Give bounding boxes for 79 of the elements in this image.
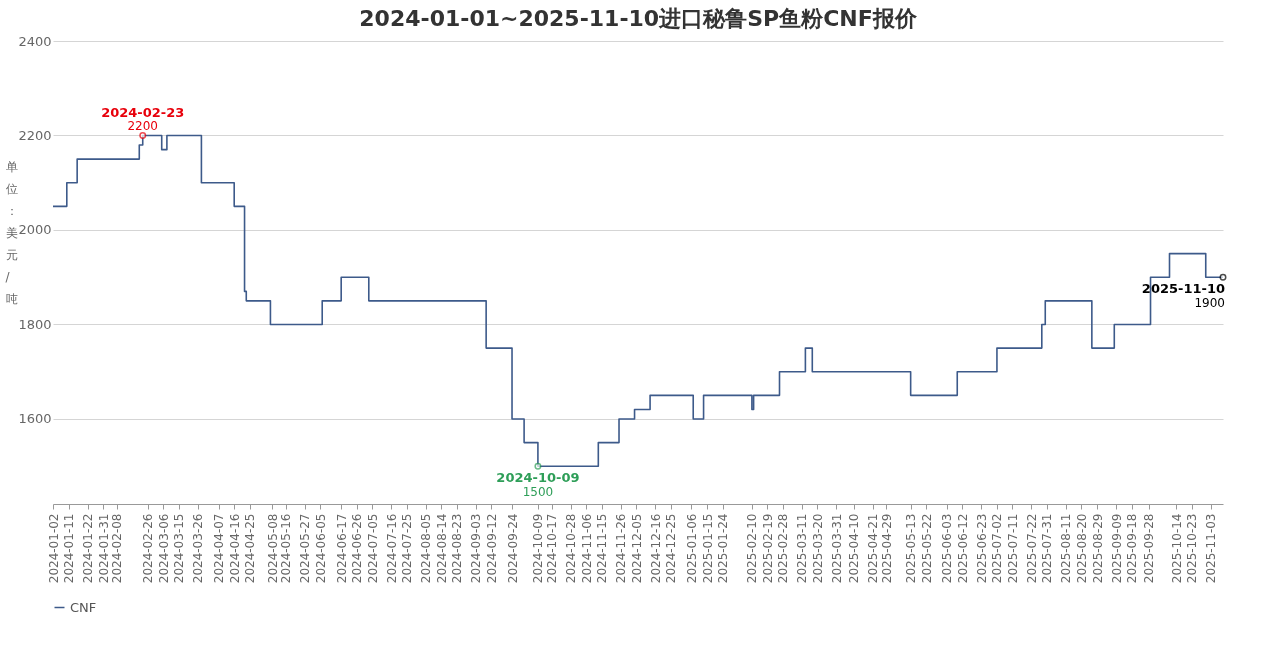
x-tick-label: 2025-10-23 — [1185, 513, 1200, 584]
x-tick-label: 2025-07-02 — [990, 513, 1005, 584]
chart-title: 2024-01-01~2025-11-10进口秘鲁SP鱼粉CNF报价 — [359, 6, 918, 31]
x-tick-label: 2025-06-12 — [955, 513, 970, 584]
x-tick-label: 2024-09-03 — [469, 513, 484, 584]
x-tick-label: 2024-08-14 — [434, 513, 449, 584]
x-tick-label: 2025-02-19 — [760, 513, 775, 584]
x-tick-label: 2025-04-10 — [847, 513, 862, 584]
x-tick-label: 2025-05-13 — [904, 513, 919, 584]
x-tick-label: 2025-07-11 — [1005, 513, 1020, 584]
x-tick-label: 2024-10-09 — [531, 513, 546, 584]
x-tick-label: 2024-04-16 — [227, 513, 242, 584]
annotation: 2024-02-23 — [101, 105, 185, 121]
x-tick-label: 2025-07-22 — [1024, 513, 1039, 584]
x-tick-label: 2025-01-06 — [685, 513, 699, 584]
x-tick-label: 2025-04-29 — [880, 513, 894, 584]
annotation: 1500 — [522, 485, 554, 500]
y-tick-label: 2000 — [18, 222, 52, 238]
y-tick-label: 2200 — [18, 127, 52, 143]
x-tick-label: 2025-08-20 — [1075, 513, 1089, 584]
x-tick-label: 2025-02-10 — [745, 513, 760, 584]
x-tick-label: 2024-07-25 — [400, 513, 415, 584]
x-tick-label: 2025-05-22 — [919, 513, 934, 584]
y-tick-label: 1800 — [18, 316, 52, 332]
legend-label: CNF — [70, 599, 97, 615]
x-tick-label: 2025-01-24 — [716, 513, 731, 584]
x-tick-label: 2025-03-11 — [795, 513, 810, 584]
x-tick-label: 2025-03-31 — [829, 513, 844, 584]
x-tick-label: 2025-03-20 — [810, 513, 825, 584]
x-tick-label: 2024-10-28 — [564, 513, 579, 584]
x-tick-label: 2024-01-02 — [46, 513, 61, 584]
x-tick-label: 2024-01-22 — [81, 513, 96, 584]
x-tick-label: 2024-03-15 — [172, 513, 187, 584]
x-tick-label: 2024-06-05 — [313, 513, 328, 584]
x-tick-label: 2024-07-16 — [384, 513, 399, 584]
annotation: 2200 — [127, 119, 159, 134]
x-tick-label: 2025-08-11 — [1059, 513, 1074, 584]
x-tick-label: 2025-09-28 — [1142, 513, 1157, 584]
x-tick-label: 2024-04-25 — [243, 513, 258, 584]
x-tick-label: 2025-10-14 — [1169, 513, 1184, 584]
x-tick-label: 2024-06-26 — [350, 513, 365, 584]
x-tick-label: 2024-05-16 — [279, 513, 294, 584]
x-tick-label: 2025-01-15 — [700, 513, 715, 584]
x-tick-label: 2025-06-03 — [940, 513, 955, 584]
x-tick-label: 2025-06-23 — [974, 513, 989, 584]
x-tick-label: 2024-08-23 — [450, 513, 465, 584]
annotation: 2024-10-09 — [496, 470, 580, 486]
y-tick-label: 1600 — [18, 411, 52, 427]
x-tick-label: 2024-01-11 — [62, 513, 77, 584]
x-tick-label: 2024-07-05 — [365, 513, 380, 584]
x-tick-label: 2024-05-27 — [298, 513, 313, 584]
x-tick-label: 2025-04-21 — [866, 513, 881, 584]
x-tick-label: 2024-11-26 — [614, 513, 629, 584]
x-tick-label: 2025-11-03 — [1204, 513, 1219, 584]
x-tick-label: 2024-04-07 — [212, 513, 227, 584]
x-tick-label: 2024-03-26 — [191, 513, 206, 584]
x-tick-label: 2025-09-18 — [1125, 513, 1140, 584]
x-tick-label: 2024-01-31 — [96, 513, 111, 584]
x-tick-label: 2024-02-26 — [141, 513, 156, 584]
x-tick-label: 2024-12-16 — [648, 513, 663, 584]
x-tick-label: 2024-08-05 — [419, 513, 434, 584]
x-tick-label: 2024-03-06 — [156, 513, 171, 584]
x-tick-label: 2024-02-08 — [110, 513, 125, 584]
x-tick-label: 2024-09-24 — [505, 513, 520, 584]
x-tick-label: 2025-09-09 — [1109, 513, 1124, 584]
y-axis-title: 单位：美元/吨 — [5, 159, 18, 306]
x-tick-label: 2025-08-29 — [1090, 513, 1105, 584]
x-tick-label: 2025-07-31 — [1040, 513, 1055, 584]
x-tick-label: 2024-11-15 — [595, 513, 610, 584]
x-tick-label: 2024-10-17 — [545, 513, 560, 584]
annotation: 1900 — [1194, 296, 1225, 311]
x-tick-label: 2024-06-17 — [334, 513, 349, 584]
x-tick-label: 2024-05-08 — [265, 513, 280, 584]
x-tick-label: 2024-12-25 — [664, 513, 679, 584]
x-tick-label: 2025-02-28 — [776, 513, 791, 584]
y-tick-label: 2400 — [18, 33, 52, 49]
x-tick-label: 2024-11-06 — [579, 513, 594, 584]
x-tick-label: 2024-09-12 — [484, 513, 499, 584]
x-tick-label: 2024-12-05 — [629, 513, 644, 584]
